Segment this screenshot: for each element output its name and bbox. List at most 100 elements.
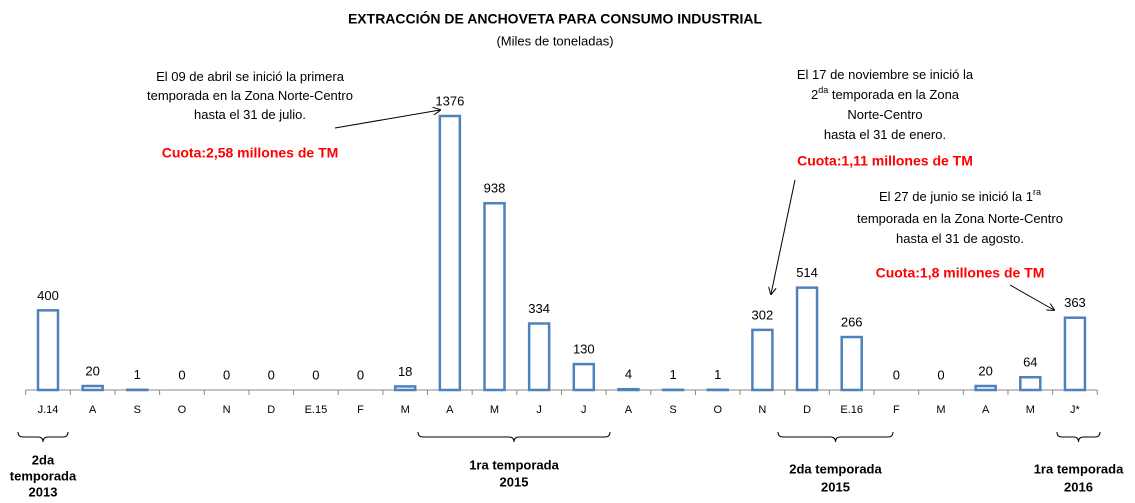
x-tick-label: J* (1070, 404, 1081, 416)
x-tick-label: E.15 (305, 404, 328, 416)
season-label: 2da temporada (789, 461, 882, 476)
annotation-text: temporada en la Zona Norte-Centro (147, 88, 353, 103)
x-tick-label: F (893, 404, 900, 416)
value-label: 334 (528, 301, 550, 316)
value-label: 0 (312, 367, 319, 382)
season-label: 2013 (29, 484, 58, 499)
bar (393, 385, 417, 392)
x-tick-label: J (581, 404, 587, 416)
annotation-line: temporada en la Zona Norte-Centro (857, 211, 1063, 226)
value-label: 0 (178, 367, 185, 382)
x-tick-label: O (713, 404, 722, 416)
season-label: 2015 (821, 479, 850, 494)
value-label: 4 (625, 367, 632, 382)
annotation-line: El 17 de noviembre se inició la (797, 67, 974, 82)
value-label: 130 (573, 342, 595, 357)
x-tick-label: J (536, 404, 542, 416)
annotation-text: hasta el 31 de enero. (824, 127, 946, 142)
x-tick-label: M (936, 404, 945, 416)
value-label: 0 (937, 367, 944, 382)
annotation-arrow (771, 179, 796, 294)
bar (617, 387, 640, 392)
annotation-arrow (1009, 284, 1054, 310)
x-tick-label: A (446, 404, 454, 416)
season-label: 2015 (500, 474, 529, 489)
value-label: 1376 (435, 93, 464, 108)
value-label: 302 (752, 307, 774, 322)
x-tick-label: N (223, 404, 231, 416)
annotation-text: 2 (811, 87, 818, 102)
annotation-superscript: ra (1033, 187, 1041, 197)
annotation-superscript: da (818, 85, 828, 95)
season-bracket (777, 431, 894, 443)
x-tick-label: E.16 (840, 404, 863, 416)
annotation-line: Norte-Centro (847, 107, 922, 122)
x-tick-label: S (669, 404, 676, 416)
value-label: 20 (978, 363, 992, 378)
bar (1063, 316, 1087, 392)
x-tick-label: J.14 (38, 404, 59, 416)
annotation-line: hasta el 31 de julio. (194, 107, 306, 122)
x-tick-label: M (1026, 404, 1035, 416)
x-tick-label: A (625, 404, 633, 416)
season-label: 1ra temporada (1034, 461, 1124, 476)
bar (974, 384, 997, 392)
chart-title: EXTRACCIÓN DE ANCHOVETA PARA CONSUMO IND… (348, 10, 762, 27)
value-label: 1 (714, 367, 721, 382)
season-label: temporada (10, 468, 77, 483)
x-tick-label: A (982, 404, 990, 416)
value-label: 400 (37, 288, 59, 303)
season-label: 2016 (1064, 479, 1093, 494)
bar (1019, 376, 1042, 392)
annotation-text: Norte-Centro (847, 107, 922, 122)
annotation-text: hasta el 31 de agosto. (896, 231, 1024, 246)
value-label: 0 (223, 367, 230, 382)
annotation-line: El 09 de abril se inició la primera (156, 69, 345, 84)
bar (751, 328, 774, 392)
annotation-line: El 27 de junio se inició la 1ra (879, 187, 1041, 204)
x-tick-label: N (758, 404, 766, 416)
x-tick-label: M (490, 404, 499, 416)
annotation-text: hasta el 31 de julio. (194, 107, 306, 122)
annotation-line: 2da temporada en la Zona (811, 85, 960, 102)
x-tick-label: S (134, 404, 141, 416)
annotation-arrow (334, 110, 440, 129)
x-tick-label: A (89, 404, 97, 416)
annotation-text: El 17 de noviembre se inició la (797, 67, 974, 82)
x-tick-label: M (401, 404, 410, 416)
bar (36, 309, 60, 392)
bar (795, 286, 819, 392)
value-label: 938 (484, 181, 506, 196)
season-bracket (417, 431, 611, 443)
bar (81, 384, 104, 392)
x-tick-label: D (803, 404, 811, 416)
x-tick-label: D (267, 404, 275, 416)
value-label: 20 (85, 363, 99, 378)
bar (572, 362, 596, 392)
x-tick-label: F (357, 404, 364, 416)
chart-subtitle: (Miles de toneladas) (496, 33, 613, 48)
value-label: 363 (1064, 295, 1086, 310)
annotation-quota: Cuota:1,11 millones de TM (797, 153, 973, 169)
annotation-text: temporada en la Zona (828, 87, 960, 102)
annotation-quota: Cuota:2,58 millones de TM (162, 145, 339, 161)
value-label: 1 (669, 367, 676, 382)
season-bracket (1056, 431, 1101, 443)
value-label: 0 (357, 367, 364, 382)
season-bracket (17, 431, 69, 443)
annotation-line: temporada en la Zona Norte-Centro (147, 88, 353, 103)
value-label: 514 (796, 265, 818, 280)
bar (438, 114, 462, 392)
x-tick-label: O (178, 404, 187, 416)
bar (483, 201, 506, 392)
value-label: 266 (841, 314, 863, 329)
season-label: 1ra temporada (469, 457, 559, 472)
value-label: 18 (398, 364, 412, 379)
annotation-text: temporada en la Zona Norte-Centro (857, 211, 1063, 226)
value-label: 1 (134, 367, 141, 382)
annotation-text: El 09 de abril se inició la primera (156, 69, 345, 84)
bar (840, 335, 863, 392)
bar (527, 322, 551, 392)
